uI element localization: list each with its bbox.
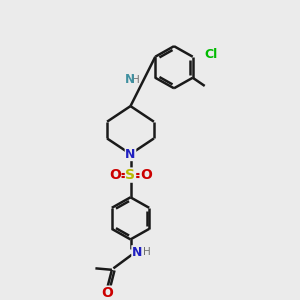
Text: H: H [132,75,140,85]
Text: N: N [125,148,136,160]
Text: O: O [140,168,152,182]
Text: N: N [125,74,135,86]
Text: N: N [132,246,142,259]
Text: Cl: Cl [204,48,218,61]
Text: O: O [101,286,113,300]
Text: H: H [143,247,151,257]
Text: O: O [109,168,121,182]
Text: S: S [125,168,136,182]
